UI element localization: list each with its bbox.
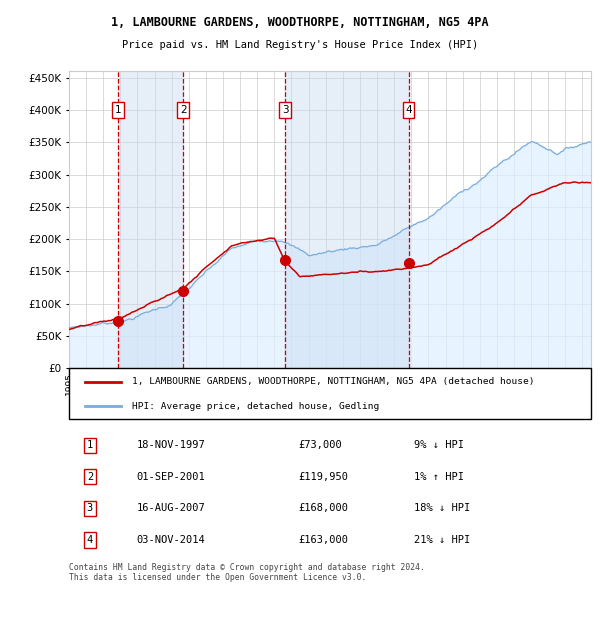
- Text: 16-AUG-2007: 16-AUG-2007: [137, 503, 206, 513]
- Text: 01-SEP-2001: 01-SEP-2001: [137, 472, 206, 482]
- Text: 18-NOV-1997: 18-NOV-1997: [137, 440, 206, 450]
- Text: £73,000: £73,000: [299, 440, 343, 450]
- Text: 18% ↓ HPI: 18% ↓ HPI: [413, 503, 470, 513]
- Text: 3: 3: [281, 105, 289, 115]
- Text: 4: 4: [405, 105, 412, 115]
- Text: 1% ↑ HPI: 1% ↑ HPI: [413, 472, 464, 482]
- Text: £168,000: £168,000: [299, 503, 349, 513]
- Text: 3: 3: [87, 503, 93, 513]
- Text: 4: 4: [87, 535, 93, 545]
- Text: 1: 1: [87, 440, 93, 450]
- Text: 21% ↓ HPI: 21% ↓ HPI: [413, 535, 470, 545]
- Text: 9% ↓ HPI: 9% ↓ HPI: [413, 440, 464, 450]
- Bar: [118, 71, 183, 368]
- Bar: [285, 71, 409, 368]
- Text: 03-NOV-2014: 03-NOV-2014: [137, 535, 206, 545]
- Text: 1: 1: [115, 105, 122, 115]
- Text: 1, LAMBOURNE GARDENS, WOODTHORPE, NOTTINGHAM, NG5 4PA (detached house): 1, LAMBOURNE GARDENS, WOODTHORPE, NOTTIN…: [131, 378, 534, 386]
- Text: £119,950: £119,950: [299, 472, 349, 482]
- Text: 1, LAMBOURNE GARDENS, WOODTHORPE, NOTTINGHAM, NG5 4PA: 1, LAMBOURNE GARDENS, WOODTHORPE, NOTTIN…: [111, 16, 489, 29]
- Text: Price paid vs. HM Land Registry's House Price Index (HPI): Price paid vs. HM Land Registry's House …: [122, 40, 478, 50]
- Text: Contains HM Land Registry data © Crown copyright and database right 2024.
This d: Contains HM Land Registry data © Crown c…: [69, 563, 425, 582]
- Text: 2: 2: [87, 472, 93, 482]
- Text: HPI: Average price, detached house, Gedling: HPI: Average price, detached house, Gedl…: [131, 402, 379, 411]
- Text: 2: 2: [180, 105, 187, 115]
- Text: £163,000: £163,000: [299, 535, 349, 545]
